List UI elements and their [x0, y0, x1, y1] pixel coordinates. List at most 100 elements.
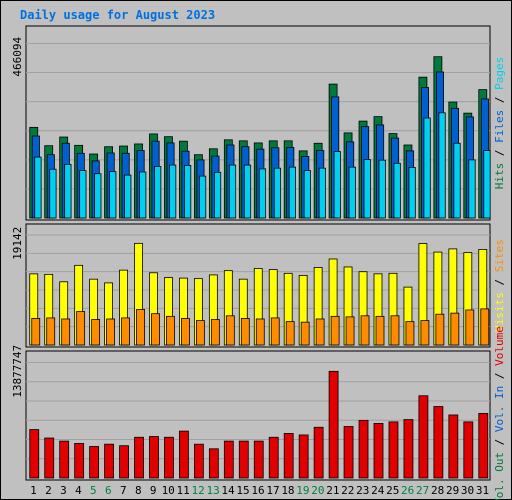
x-tick-label-day-18: 18	[281, 484, 294, 497]
bar-sites-day-9	[151, 313, 160, 346]
x-tick-label-day-21: 21	[326, 484, 339, 497]
bar-pages-day-12	[198, 175, 207, 219]
bar-pages-day-1	[34, 156, 42, 219]
bar-sites-day-18	[285, 321, 295, 346]
x-tick-label-day-3: 3	[60, 484, 67, 497]
series-pages	[34, 112, 491, 219]
x-tick-label-day-9: 9	[150, 484, 157, 497]
bar-volume-day-9	[149, 436, 159, 479]
bar-sites-day-19	[300, 321, 310, 346]
x-tick-label-day-17: 17	[266, 484, 279, 497]
bar-sites-day-15	[240, 318, 250, 346]
bar-sites-day-10	[166, 315, 175, 346]
legend-item-vol-out: Vol. Out	[493, 452, 506, 500]
bar-sites-day-25	[390, 315, 400, 346]
legend-item-vol-in: Vol. In	[493, 386, 506, 432]
bar-pages-day-17	[273, 167, 282, 219]
bar-pages-day-26	[408, 167, 416, 219]
bar-pages-day-24	[378, 159, 386, 219]
bar-sites-day-16	[255, 318, 265, 346]
bar-pages-day-20	[318, 167, 326, 219]
legend-bottom: Vol. Out / Vol. In / Volume	[493, 326, 506, 500]
bar-volume-day-20	[313, 426, 324, 479]
bar-sites-day-5	[91, 319, 101, 346]
bar-sites-day-28	[435, 313, 445, 346]
bar-pages-day-8	[139, 171, 147, 219]
x-tick-label-day-24: 24	[371, 484, 385, 497]
legend-item-volume: Volume	[493, 326, 506, 366]
y-max-label-bottom: 13877747	[11, 345, 24, 398]
bar-pages-day-16	[258, 168, 267, 219]
bar-pages-day-11	[184, 164, 192, 219]
series-visits	[29, 242, 488, 346]
bar-pages-day-14	[228, 164, 237, 219]
x-tick-label-day-29: 29	[446, 484, 459, 497]
x-tick-label-day-6: 6	[105, 484, 112, 497]
panel-bottom: 13877747 Vol. Out / Vol. In / Volume	[11, 326, 506, 500]
x-tick-label-day-28: 28	[431, 484, 444, 497]
legend-item-sites: Sites	[493, 239, 506, 272]
bar-sites-day-8	[136, 309, 145, 346]
legend-separator: /	[493, 432, 506, 452]
bar-volume-day-4	[74, 443, 85, 479]
bar-pages-day-3	[64, 163, 72, 219]
bar-pages-day-22	[348, 166, 356, 219]
legend-item-hits: Hits	[493, 163, 506, 190]
bar-volume-day-24	[373, 423, 384, 479]
x-tick-label-day-15: 15	[236, 484, 249, 497]
bar-sites-day-26	[405, 321, 415, 346]
bar-pages-day-10	[169, 164, 177, 219]
bar-sites-day-31	[480, 308, 490, 346]
bar-pages-day-6	[109, 171, 117, 219]
bar-pages-day-21	[333, 151, 341, 219]
bar-volume-day-29	[448, 414, 459, 479]
bar-volume-day-27	[418, 395, 429, 479]
legend-separator: /	[493, 366, 506, 386]
legend-item-pages: Pages	[493, 57, 506, 90]
bar-volume-day-17	[268, 436, 279, 479]
bar-sites-day-2	[46, 317, 56, 346]
bar-pages-day-15	[243, 164, 252, 219]
bar-volume-day-12	[193, 443, 204, 479]
bar-pages-day-28	[438, 112, 446, 219]
bar-sites-day-4	[76, 311, 86, 346]
x-tick-label-day-23: 23	[356, 484, 369, 497]
bar-sites-day-22	[345, 316, 355, 346]
x-tick-label-day-4: 4	[75, 484, 82, 497]
panel-middle: 19142 Visits / Sites	[11, 223, 506, 348]
bar-pages-day-5	[94, 173, 102, 219]
x-tick-label-day-26: 26	[401, 484, 414, 497]
x-tick-label-day-7: 7	[120, 484, 127, 497]
bar-pages-day-29	[453, 142, 461, 219]
bar-volume-day-10	[164, 436, 174, 479]
bar-pages-day-7	[124, 174, 132, 219]
bar-sites-day-30	[465, 309, 475, 346]
legend-item-visits: Visits	[493, 292, 506, 332]
bar-sites-day-11	[181, 318, 190, 346]
x-tick-label-day-25: 25	[386, 484, 399, 497]
bar-pages-day-23	[363, 159, 371, 219]
bar-pages-day-30	[468, 159, 476, 219]
x-tick-label-day-5: 5	[90, 484, 97, 497]
bar-sites-day-29	[450, 312, 460, 346]
bar-volume-day-16	[253, 440, 264, 479]
x-tick-label-day-30: 30	[461, 484, 474, 497]
bar-volume-day-11	[179, 430, 189, 479]
bar-volume-day-7	[119, 445, 129, 479]
x-tick-label-day-10: 10	[162, 484, 175, 497]
x-tick-label-day-11: 11	[177, 484, 190, 497]
x-tick-label-day-31: 31	[476, 484, 489, 497]
bar-volume-day-21	[328, 370, 339, 479]
bar-volume-day-3	[59, 440, 70, 479]
x-tick-label-day-19: 19	[296, 484, 309, 497]
x-tick-label-day-2: 2	[45, 484, 52, 497]
chart-title: Daily usage for August 2023	[20, 8, 215, 22]
x-tick-label-day-12: 12	[192, 484, 205, 497]
bar-volume-day-6	[104, 443, 114, 479]
bar-sites-day-13	[210, 319, 220, 346]
x-tick-label-day-1: 1	[30, 484, 37, 497]
bar-volume-day-23	[358, 419, 369, 479]
bar-sites-day-27	[420, 320, 430, 346]
y-max-label-middle: 19142	[11, 227, 24, 260]
bar-sites-day-7	[121, 317, 130, 346]
